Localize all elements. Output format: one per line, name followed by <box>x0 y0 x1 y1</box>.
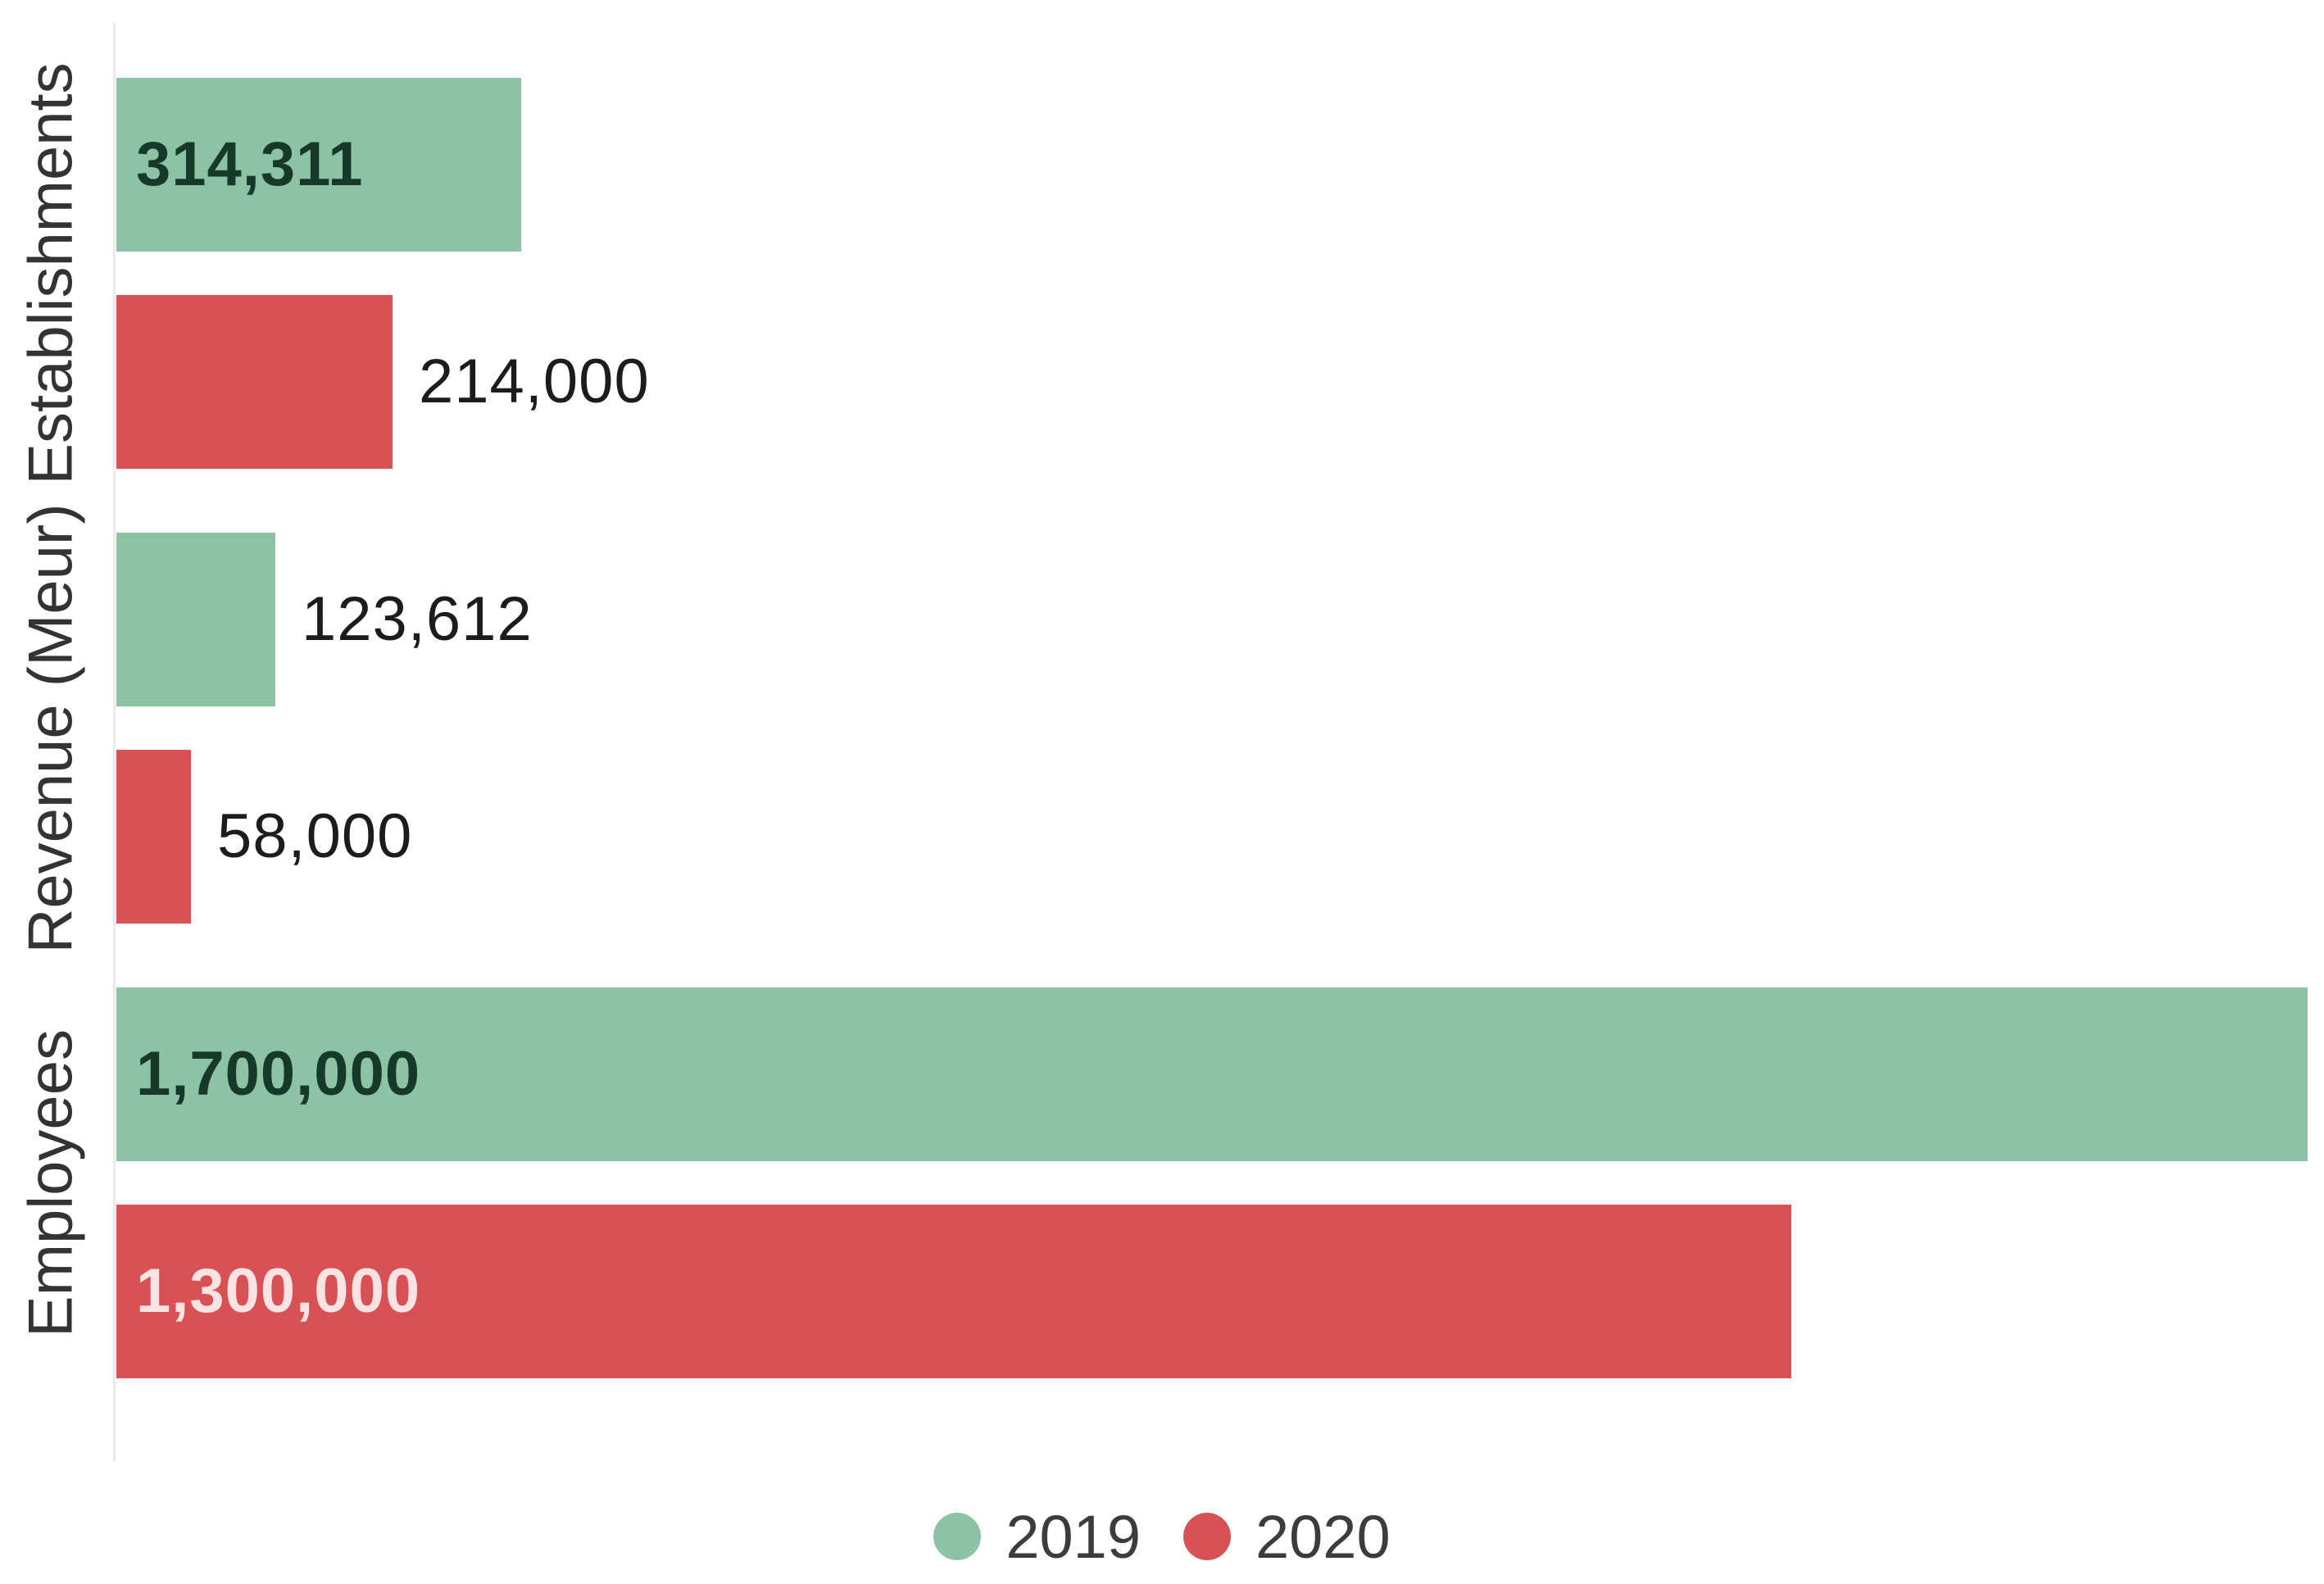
legend-dot-2020-icon <box>1183 1513 1231 1560</box>
bar-establishments-2019[interactable] <box>116 78 521 252</box>
legend-item-2020[interactable]: 2020 <box>1183 1502 1391 1572</box>
value-label-establishments-2019: 314,311 <box>136 129 364 199</box>
legend-label-2019: 2019 <box>1005 1502 1141 1571</box>
value-label-revenue-meur-2020: 58,000 <box>217 801 413 871</box>
value-label-revenue-meur-2019: 123,612 <box>302 584 533 654</box>
legend-label-2020: 2020 <box>1255 1502 1391 1571</box>
y-axis-baseline <box>113 23 116 1461</box>
axis-category-label-revenue-meur: Revenue (Meur) <box>16 502 86 954</box>
bar-revenue-meur-2020[interactable] <box>116 750 191 924</box>
legend-item-2019[interactable]: 2019 <box>933 1502 1141 1572</box>
axis-category-label-establishments: Establishments <box>16 61 86 485</box>
bar-employees-2020[interactable] <box>116 1205 1791 1378</box>
bar-establishments-2020[interactable] <box>116 295 393 469</box>
axis-category-label-employees: Employees <box>16 1028 86 1337</box>
value-label-employees-2020: 1,300,000 <box>136 1256 421 1326</box>
legend-dot-2019-icon <box>933 1513 982 1560</box>
value-label-employees-2019: 1,700,000 <box>136 1039 421 1109</box>
legend: 2019 2020 <box>0 1483 2324 1584</box>
bar-revenue-meur-2019[interactable] <box>116 533 275 706</box>
value-label-establishments-2020: 214,000 <box>419 347 650 416</box>
bar-employees-2019[interactable] <box>116 987 2308 1161</box>
